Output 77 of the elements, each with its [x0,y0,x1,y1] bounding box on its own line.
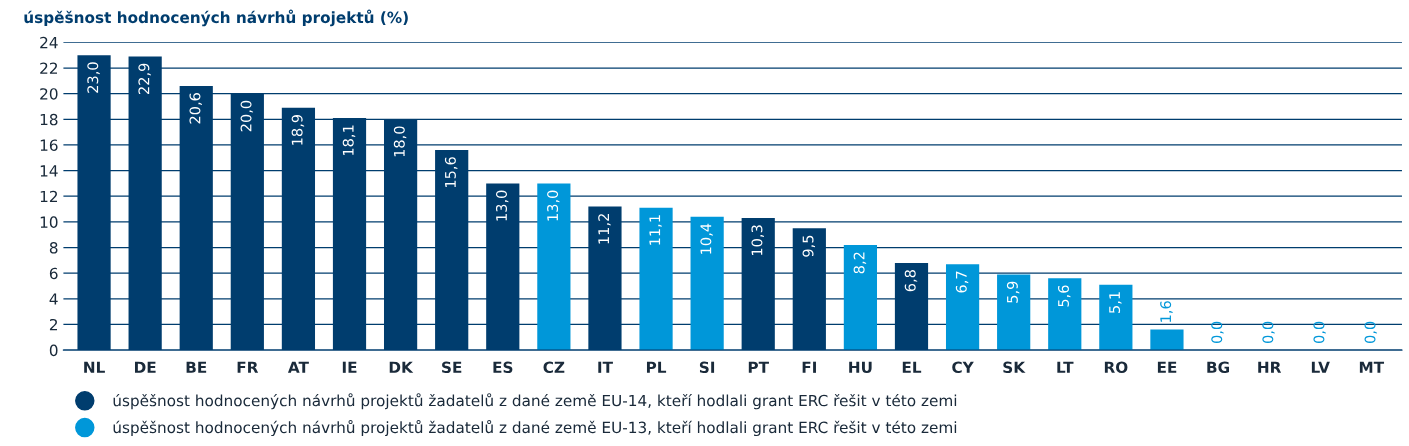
data-label: 20,0 [240,100,254,132]
y-tick-label: 2 [49,318,58,331]
bar [997,274,1031,351]
data-label: 6,7 [955,271,969,293]
data-label: 11,1 [649,215,662,245]
x-tick-label: ES [493,361,513,374]
data-label: 10,3 [751,225,764,256]
x-tick-label: DK [389,361,414,373]
data-label: 5,9 [1006,281,1020,303]
x-tick-label: PT [748,361,769,373]
x-tick-label: SI [699,361,715,374]
y-tick-label: 0 [49,344,58,357]
x-tick-label: LT [1057,361,1074,373]
x-tick-label: FR [237,361,259,373]
bar [1099,284,1133,351]
x-tick-label: FI [802,361,816,373]
x-tick-label: BG [1207,361,1229,374]
data-label: 18,1 [342,125,356,156]
data-label: 10,4 [700,223,713,254]
x-tick-label: AT [287,361,309,373]
y-tick-label: 8 [49,242,58,254]
chart-title: úspěšnost hodnocených návrhů projektů (%) [24,9,408,27]
data-label: 15,6 [444,157,458,188]
y-tick-label: 16 [40,139,58,151]
y-tick-label: 18 [40,113,58,126]
x-tick-label: CZ [543,361,565,374]
x-tick-label: RO [1104,361,1128,374]
data-label: 18,0 [393,126,407,157]
x-tick-label: EE [1157,361,1177,373]
data-label: 0,0 [1313,321,1326,343]
x-tick-label: IE [342,361,357,373]
y-tick-label: 14 [40,165,58,177]
x-tick-label: NL [84,361,105,373]
data-label: 0,0 [1364,321,1378,343]
bar [1048,278,1082,351]
data-label: 20,6 [189,93,202,124]
y-tick-label: 4 [49,293,58,305]
data-label: 18,9 [291,114,305,145]
data-label: 0,0 [1211,321,1224,343]
data-label: 6,8 [904,270,918,292]
y-tick-label: 20 [40,88,58,100]
y-tick-label: 22 [40,62,58,74]
x-tick-label: LV [1311,361,1330,373]
x-tick-label: HR [1258,361,1282,373]
x-tick-label: MT [1359,361,1385,373]
bar [1150,329,1184,351]
x-tick-label: IT [598,361,613,373]
data-label: 8,2 [853,252,867,274]
legend-label: úspěšnost hodnocených návrhů projektů žadatelů z dané země EU-13, kteří hodlali grant ERC řešit v této zemi [113,419,957,437]
bar [843,244,878,351]
y-tick-label: 12 [40,190,58,203]
data-label: 13,0 [495,190,509,221]
bar [945,264,980,351]
data-label: 5,6 [1057,285,1071,307]
data-label: 1,6 [1160,301,1173,322]
legend-label: úspěšnost hodnocených návrhů projektů žadatelů z dané země EU-14, kteří hodlali grant ERC řešit v této zemi [113,393,957,410]
x-tick-label: EL [902,361,922,373]
y-tick-label: 10 [40,216,58,228]
y-tick-label: 24 [40,36,58,49]
data-label: 22,9 [138,63,151,95]
x-tick-label: SK [1003,361,1026,374]
y-tick-label: 6 [49,267,58,280]
data-label: 13,0 [547,190,560,221]
x-tick-label: DE [134,361,156,373]
data-label: 9,5 [802,235,816,257]
bar [537,183,571,351]
data-label: 11,2 [598,214,611,244]
data-label: 0,0 [1262,321,1275,343]
x-tick-label: SE [442,361,462,374]
x-tick-label: BE [186,361,207,373]
bar [690,216,724,351]
x-tick-label: HU [849,361,872,374]
data-label: 23,0 [87,62,100,93]
x-tick-label: PL [646,361,667,373]
bar [639,207,673,351]
x-tick-label: CY [952,361,974,374]
data-label: 5,1 [1109,292,1122,313]
